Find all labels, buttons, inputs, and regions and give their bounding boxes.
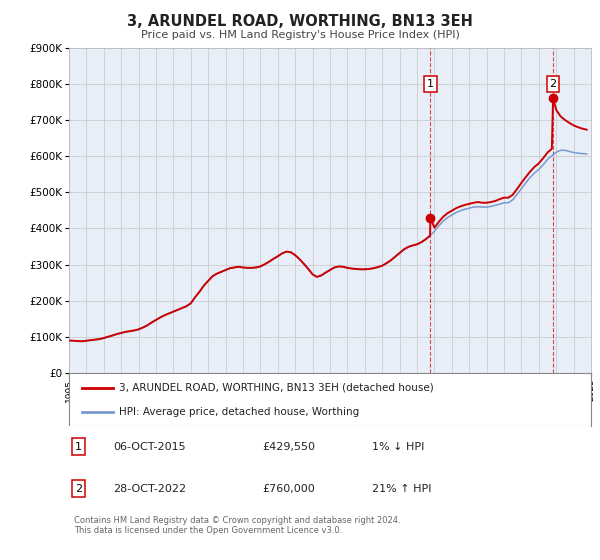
Text: 06-OCT-2015: 06-OCT-2015 bbox=[113, 442, 186, 451]
Text: Price paid vs. HM Land Registry's House Price Index (HPI): Price paid vs. HM Land Registry's House … bbox=[140, 30, 460, 40]
Text: 21% ↑ HPI: 21% ↑ HPI bbox=[372, 484, 431, 493]
Text: Contains HM Land Registry data © Crown copyright and database right 2024.
This d: Contains HM Land Registry data © Crown c… bbox=[74, 516, 401, 535]
Text: 1% ↓ HPI: 1% ↓ HPI bbox=[372, 442, 424, 451]
Text: £760,000: £760,000 bbox=[262, 484, 315, 493]
Text: 2: 2 bbox=[550, 79, 557, 89]
Text: 1: 1 bbox=[427, 79, 434, 89]
Text: 2: 2 bbox=[75, 484, 82, 493]
Text: £429,550: £429,550 bbox=[262, 442, 315, 451]
Text: HPI: Average price, detached house, Worthing: HPI: Average price, detached house, Wort… bbox=[119, 408, 359, 417]
Text: 3, ARUNDEL ROAD, WORTHING, BN13 3EH: 3, ARUNDEL ROAD, WORTHING, BN13 3EH bbox=[127, 14, 473, 29]
Text: 28-OCT-2022: 28-OCT-2022 bbox=[113, 484, 187, 493]
Text: 3, ARUNDEL ROAD, WORTHING, BN13 3EH (detached house): 3, ARUNDEL ROAD, WORTHING, BN13 3EH (det… bbox=[119, 383, 433, 393]
Text: 1: 1 bbox=[75, 442, 82, 451]
